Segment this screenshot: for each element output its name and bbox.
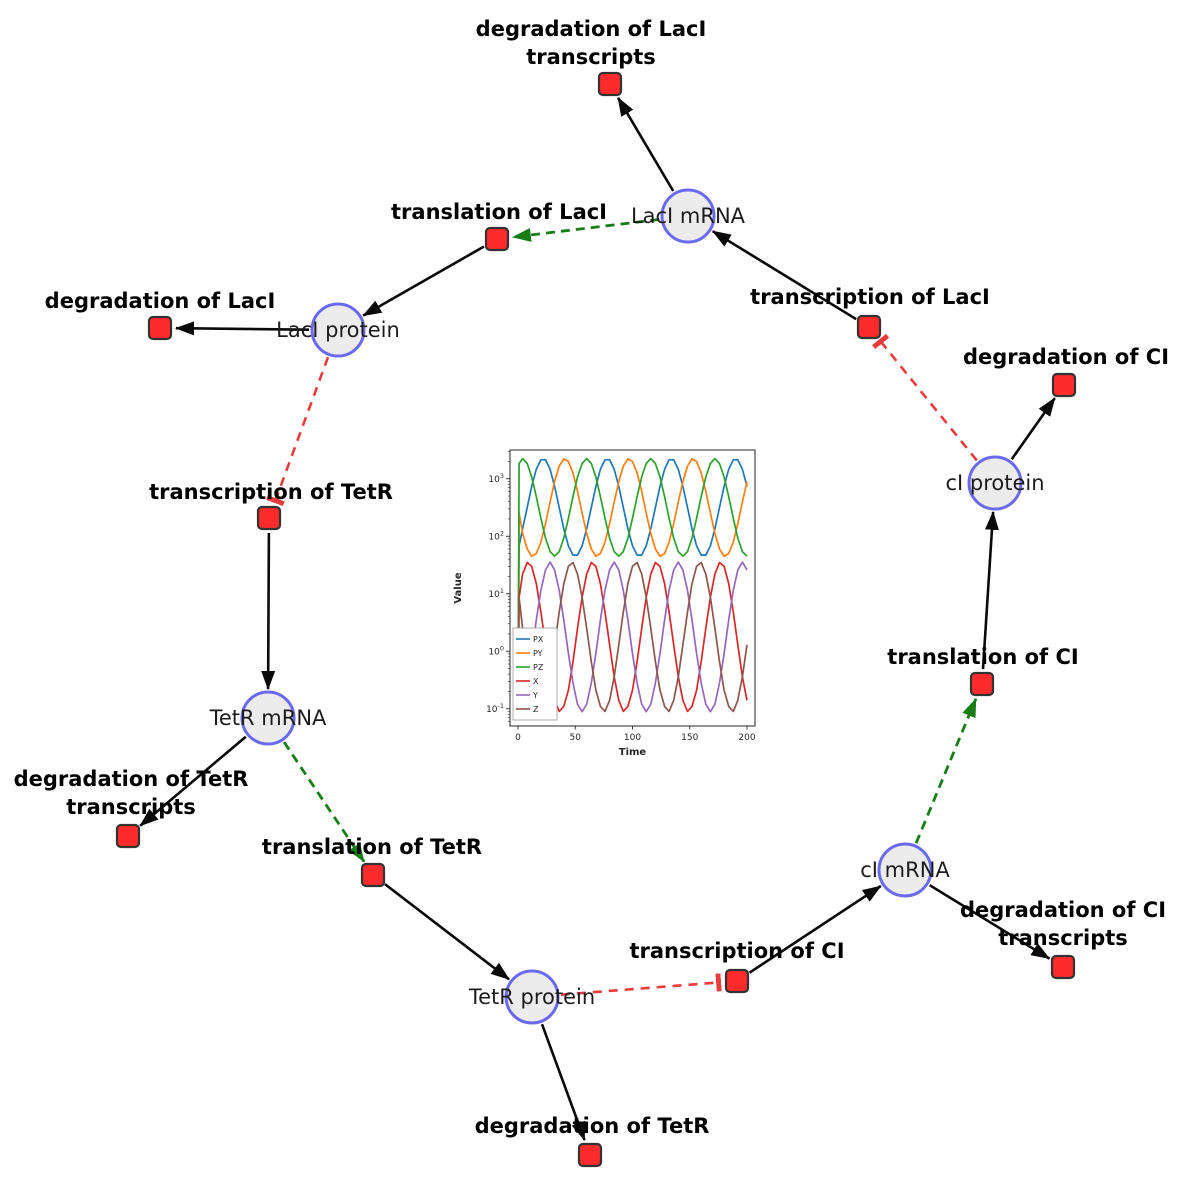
reaction-node-degradation-of-laci-transcripts[interactable] <box>597 71 623 97</box>
edge-product-translation-of-tetr-to-tetr-protein <box>384 883 510 981</box>
y-tick-label: 102 <box>488 529 504 542</box>
edge-product-transcription-of-tetr-to-tetr-mrna <box>261 532 276 690</box>
edge-reactant-tetr-protein-to-degradation-of-tetr <box>540 1023 586 1141</box>
series-PZ <box>517 457 748 709</box>
legend-label-X: X <box>533 677 539 686</box>
y-tick-label: 103 <box>488 472 504 485</box>
legend-label-PY: PY <box>533 649 543 658</box>
edge-product-translation-of-ci-to-ci-protein <box>981 510 999 670</box>
reaction-node-degradation-of-tetr[interactable] <box>577 1142 603 1168</box>
edge-reactant-ci-mrna-to-degradation-of-ci-transcripts <box>929 884 1051 960</box>
y-tick-label: 101 <box>488 587 504 600</box>
edge-inhibition-ci-protein-to-transcription-of-laci <box>872 333 978 462</box>
species-node-laci-mrna[interactable] <box>660 188 716 244</box>
node-layer <box>115 71 1077 1168</box>
series-PY <box>517 458 748 709</box>
reaction-node-degradation-of-tetr-transcripts[interactable] <box>115 823 141 849</box>
chart-xlabel: Time <box>619 747 647 758</box>
legend-label-Z: Z <box>533 705 539 714</box>
species-node-laci-protein[interactable] <box>310 302 366 358</box>
x-tick-label: 0 <box>515 733 521 743</box>
edge-reactant-ci-protein-to-degradation-of-ci <box>1010 397 1056 461</box>
timecourse-chart-svg: 10-1 100 101 102 103 0 50 100 150 200 Time Value PX P… <box>453 449 756 758</box>
reaction-node-transcription-of-ci[interactable] <box>724 968 750 994</box>
edge-inhibition-laci-protein-to-transcription-of-tetr <box>266 356 330 507</box>
edge-reactant-laci-mrna-to-degradation-of-laci-transcripts <box>616 96 675 192</box>
reaction-node-degradation-of-ci[interactable] <box>1051 372 1077 398</box>
edge-reactant-laci-protein-to-degradation-of-laci <box>175 321 310 336</box>
y-tick-label: 100 <box>488 644 504 657</box>
legend-label-Y: Y <box>532 691 538 700</box>
x-tick-label: 50 <box>570 733 582 743</box>
reaction-node-translation-of-ci[interactable] <box>969 671 995 697</box>
edge-modifier-laci-mrna-to-translation-of-laci <box>511 218 660 242</box>
series-Y <box>517 561 748 713</box>
edge-inhibition-tetr-protein-to-transcription-of-ci <box>560 973 722 996</box>
legend-label-PX: PX <box>533 635 544 644</box>
edge-modifier-tetr-mrna-to-translation-of-tetr <box>282 741 366 863</box>
x-tick-label: 100 <box>624 733 641 743</box>
legend-label-PZ: PZ <box>533 663 544 672</box>
species-node-tetr-mrna[interactable] <box>240 690 296 746</box>
timecourse-inset-chart: 10-1 100 101 102 103 0 50 100 150 200 Time Value PX P… <box>448 438 773 768</box>
chart-legend-box <box>512 627 558 721</box>
y-tick-label: 10-1 <box>486 702 504 715</box>
chart-ylabel: Value <box>453 572 464 603</box>
reaction-node-translation-of-tetr[interactable] <box>360 862 386 888</box>
reaction-node-transcription-of-laci[interactable] <box>856 314 882 340</box>
edge-layer <box>139 96 1056 1141</box>
reaction-node-degradation-of-ci-transcripts[interactable] <box>1050 954 1076 980</box>
reaction-node-transcription-of-tetr[interactable] <box>256 505 282 531</box>
reaction-node-translation-of-laci[interactable] <box>484 226 510 252</box>
species-node-ci-protein[interactable] <box>967 455 1023 511</box>
edge-product-translation-of-laci-to-laci-protein <box>362 245 485 317</box>
edge-reactant-tetr-mrna-to-degradation-of-tetr-transcripts <box>139 735 247 827</box>
x-tick-label: 150 <box>681 733 698 743</box>
edge-product-transcription-of-ci-to-ci-mrna <box>748 884 882 974</box>
species-node-ci-mrna[interactable] <box>877 842 933 898</box>
x-tick-label: 200 <box>738 733 755 743</box>
species-node-tetr-protein[interactable] <box>504 969 560 1025</box>
series-PX <box>517 458 748 709</box>
edge-product-transcription-of-laci-to-laci-mrna <box>711 230 857 321</box>
edge-modifier-ci-mrna-to-translation-of-ci <box>914 697 978 844</box>
reaction-node-degradation-of-laci[interactable] <box>147 315 173 341</box>
